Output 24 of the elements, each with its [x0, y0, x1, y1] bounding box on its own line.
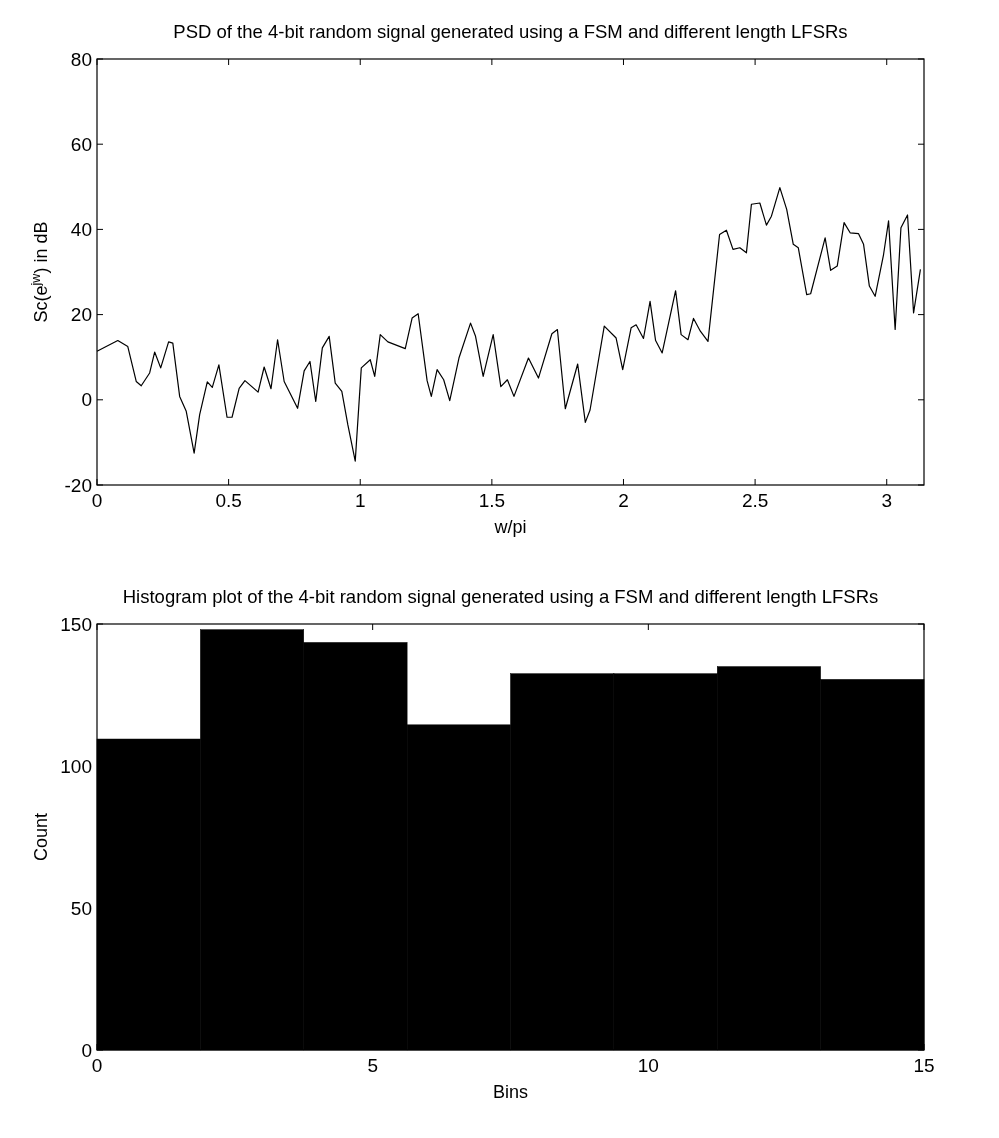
x-tick-label: 10: [637, 1055, 659, 1076]
y-tick-label: 0: [81, 389, 92, 411]
x-axis-title: w/pi: [493, 517, 527, 537]
x-axis-title: Bins: [492, 1082, 529, 1102]
x-tick-label: 2: [618, 490, 629, 511]
x-tick-label: 1: [354, 490, 366, 511]
x-tick-label: 15: [913, 1055, 935, 1076]
y-tick-label: 100: [60, 755, 92, 777]
y-tick-label: 80: [70, 48, 92, 70]
chart-title: Histogram plot of the 4-bit random signal generated using a FSM and different length LFSRs: [122, 586, 879, 607]
y-tick-label: -20: [64, 474, 92, 496]
x-tick-label: 0.5: [215, 490, 242, 511]
x-tick-label: 2.5: [741, 490, 769, 511]
y-tick-label: 40: [70, 219, 92, 241]
x-tick-label: 1.5: [478, 490, 506, 511]
y-tick-label: 20: [70, 304, 92, 326]
y-tick-label: 0: [81, 1039, 92, 1061]
y-tick-label: 150: [60, 613, 92, 635]
y-tick-label: 50: [70, 897, 92, 919]
y-tick-label: 60: [70, 133, 92, 155]
y-axis-title: Count: [31, 812, 51, 862]
chart-title: PSD of the 4-bit random signal generated using a FSM and different length LFSRs: [173, 21, 848, 42]
x-tick-label: 3: [881, 490, 893, 511]
x-tick-label: 5: [367, 1055, 378, 1076]
